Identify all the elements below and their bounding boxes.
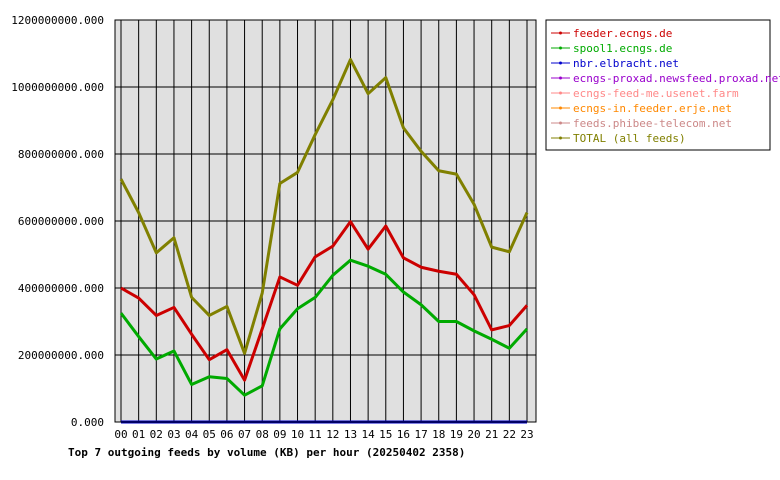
x-tick-label: 21 bbox=[485, 428, 498, 441]
y-axis-ticks: 0.000 200000000.000 400000000.000 600000000… bbox=[11, 14, 104, 429]
y-tick-label: 400000000.000 bbox=[18, 282, 104, 295]
x-tick-label: 04 bbox=[185, 428, 199, 441]
legend-marker-spool1-ecngs-de bbox=[559, 46, 562, 50]
x-tick-label: 18 bbox=[432, 428, 445, 441]
x-tick-label: 07 bbox=[238, 428, 251, 441]
x-tick-label: 14 bbox=[362, 428, 376, 441]
y-tick-label: 1000000000.000 bbox=[11, 81, 104, 94]
legend-marker-ecngs-proxad-newsfeed-proxad-net bbox=[559, 76, 562, 80]
y-tick-label: 600000000.000 bbox=[18, 215, 104, 228]
legend-marker-ecngs-in-feeder-erje-net bbox=[559, 106, 562, 110]
legend-marker-total-all-feeds bbox=[559, 136, 562, 140]
legend-label-nbr-elbracht-net: nbr.elbracht.net bbox=[573, 57, 679, 70]
legend-label-ecngs-in-feeder-erje-net: ecngs-in.feeder.erje.net bbox=[573, 102, 732, 115]
legend-label-feeder-ecngs-de: feeder.ecngs.de bbox=[573, 27, 672, 40]
x-tick-label: 19 bbox=[450, 428, 463, 441]
legend-marker-feeds-phibee-telecom-net bbox=[559, 121, 562, 125]
x-tick-label: 23 bbox=[520, 428, 533, 441]
x-tick-label: 05 bbox=[203, 428, 216, 441]
legend-label-total-all-feeds: TOTAL (all feeds) bbox=[573, 132, 686, 145]
x-tick-label: 02 bbox=[150, 428, 163, 441]
x-tick-label: 15 bbox=[379, 428, 392, 441]
series-line-total-all-feeds bbox=[119, 58, 529, 355]
legend-box bbox=[545, 19, 771, 151]
x-tick-label: 00 bbox=[114, 428, 127, 441]
series-line-spool1-ecngs-de bbox=[119, 258, 529, 397]
y-tick-label: 0.000 bbox=[71, 416, 104, 429]
x-tick-label: 03 bbox=[167, 428, 180, 441]
legend-label-spool1-ecngs-de: spool1.ecngs.de bbox=[573, 42, 672, 55]
x-tick-label: 13 bbox=[344, 428, 357, 441]
x-tick-label: 20 bbox=[467, 428, 480, 441]
x-tick-label: 12 bbox=[326, 428, 339, 441]
x-tick-label: 11 bbox=[309, 428, 322, 441]
x-tick-label: 22 bbox=[503, 428, 516, 441]
legend-label-ecngs-feed-me-usenet-farm: ecngs-feed-me.usenet.farm bbox=[573, 87, 739, 100]
x-tick-label: 09 bbox=[273, 428, 286, 441]
legend-label-feeds-phibee-telecom-net: feeds.phibee-telecom.net bbox=[573, 117, 732, 130]
y-tick-label: 800000000.000 bbox=[18, 148, 104, 161]
legend-marker-ecngs-feed-me-usenet-farm bbox=[559, 91, 562, 95]
plot-frame bbox=[114, 19, 537, 423]
x-tick-label: 10 bbox=[291, 428, 304, 441]
chart-title: Top 7 outgoing feeds by volume (KB) per … bbox=[68, 446, 465, 459]
grid-lines bbox=[115, 19, 536, 423]
y-tick-label: 200000000.000 bbox=[18, 349, 104, 362]
x-tick-label: 06 bbox=[220, 428, 233, 441]
x-tick-label: 16 bbox=[397, 428, 410, 441]
x-tick-label: 17 bbox=[414, 428, 427, 441]
legend-marker-nbr-elbracht-net bbox=[559, 61, 562, 65]
x-tick-label: 08 bbox=[256, 428, 269, 441]
legend-label-ecngs-proxad-newsfeed-proxad-net: ecngs-proxad.newsfeed.proxad.net bbox=[573, 72, 780, 85]
y-tick-label: 1200000000.000 bbox=[11, 14, 104, 27]
legend: feeder.ecngs.de spool1.ecngs.de nbr.elbrac… bbox=[545, 19, 780, 151]
series-line-feeder-ecngs-de bbox=[120, 220, 529, 382]
x-axis-ticks: 00 01 02 03 04 05 06 07 08 09 10 11 12 13 14 15 16 17 18 19… bbox=[114, 428, 533, 441]
legend-marker-feeder-ecngs-de bbox=[559, 31, 562, 35]
x-tick-label: 01 bbox=[132, 428, 145, 441]
